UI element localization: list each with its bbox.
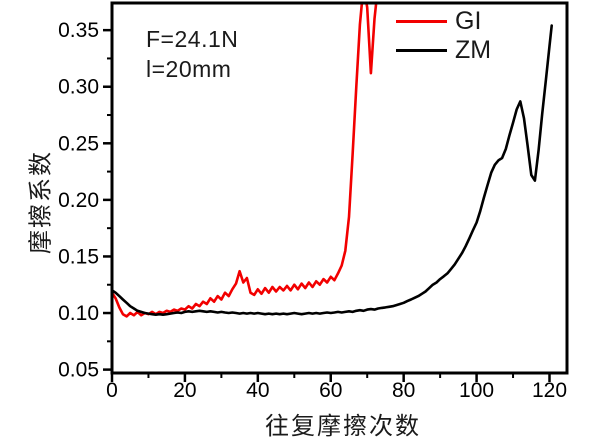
gi-line-swatch (396, 20, 447, 23)
x-tick-label: 20 (173, 379, 196, 402)
y-tick-label: 0.35 (58, 19, 99, 42)
annotation-stroke-length: l=20mm (146, 56, 232, 82)
zm-line-swatch (396, 49, 447, 52)
x-axis-title: 往复摩擦次数 (265, 413, 421, 440)
x-tick-label: 100 (459, 379, 494, 402)
x-tick-label: 80 (392, 379, 415, 402)
x-tick-label: 120 (532, 379, 567, 402)
legend-label-gi: GI (455, 7, 482, 35)
y-tick-label: 0.10 (58, 302, 99, 325)
x-tick-label: 60 (319, 379, 342, 402)
plot-frame (110, 1, 569, 375)
y-tick-label: 0.30 (58, 76, 99, 99)
x-tick-label: 40 (246, 379, 269, 402)
x-tick-label: 0 (106, 379, 118, 402)
series-line-zm (112, 24, 554, 317)
y-tick-label: 0.15 (58, 245, 99, 268)
legend-item-zm: ZM (396, 36, 491, 65)
test-conditions-annotation: F=24.1N l=20mm (146, 24, 238, 84)
y-axis-title: 摩擦系数 (27, 150, 55, 254)
y-tick-label: 0.05 (58, 359, 99, 382)
annotation-load: F=24.1N (146, 26, 239, 52)
legend-item-gi: GI (396, 7, 491, 36)
y-tick-label: 0.25 (58, 132, 99, 155)
legend: GI ZM (396, 7, 491, 65)
legend-label-zm: ZM (455, 36, 492, 64)
y-tick-label: 0.20 (58, 189, 99, 212)
